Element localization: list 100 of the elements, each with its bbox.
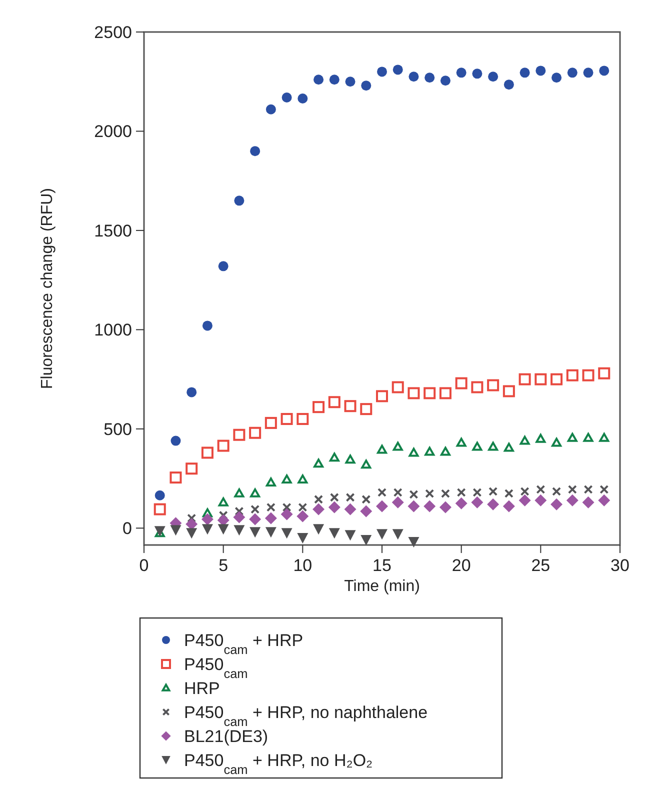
point xyxy=(281,528,292,539)
point xyxy=(377,444,387,454)
point xyxy=(408,448,419,457)
point xyxy=(361,460,372,469)
point xyxy=(536,484,546,494)
point xyxy=(346,492,355,502)
point xyxy=(502,385,515,398)
point xyxy=(201,446,214,459)
point xyxy=(568,484,577,494)
point xyxy=(600,484,609,494)
point xyxy=(217,440,230,452)
point xyxy=(567,68,578,78)
y-tick-label: 2000 xyxy=(94,122,132,142)
point xyxy=(439,387,452,400)
point xyxy=(170,525,182,536)
point xyxy=(218,497,228,506)
point xyxy=(536,66,546,76)
x-tick-label: 30 xyxy=(610,556,630,575)
point xyxy=(504,80,514,90)
point xyxy=(520,486,530,496)
point xyxy=(424,446,435,456)
x-tick-label: 25 xyxy=(531,556,550,575)
point xyxy=(392,496,404,508)
point xyxy=(314,458,324,468)
point xyxy=(599,432,610,442)
point xyxy=(488,72,498,82)
point xyxy=(345,454,356,464)
point xyxy=(314,74,324,85)
point xyxy=(456,488,466,497)
point xyxy=(567,432,578,442)
point xyxy=(360,403,372,416)
point xyxy=(186,387,197,398)
point xyxy=(552,72,562,83)
point xyxy=(598,367,610,380)
x-tick-label: 20 xyxy=(452,556,471,575)
point xyxy=(488,442,498,451)
y-tick-label: 1500 xyxy=(94,221,132,240)
point xyxy=(282,92,292,102)
point xyxy=(250,146,260,156)
point xyxy=(264,512,277,524)
point xyxy=(312,401,325,414)
point xyxy=(599,66,610,76)
point xyxy=(298,474,308,484)
point xyxy=(250,504,260,514)
point xyxy=(249,513,262,526)
point xyxy=(424,387,436,400)
point xyxy=(362,494,371,504)
y-tick-label: 2500 xyxy=(94,22,132,42)
point xyxy=(392,442,403,451)
x-tick-label: 5 xyxy=(218,556,228,575)
point xyxy=(424,500,436,512)
point xyxy=(312,503,325,516)
point xyxy=(186,528,198,539)
point xyxy=(298,93,308,104)
point xyxy=(376,500,388,512)
point xyxy=(408,72,419,82)
point xyxy=(408,537,420,548)
y-axis-title: Fluorescence change (RFU) xyxy=(39,188,56,389)
legend-label: P450$_{cam}$ + HRP xyxy=(184,630,304,656)
point xyxy=(328,396,340,408)
point xyxy=(187,514,196,523)
point xyxy=(456,438,466,447)
point xyxy=(234,525,245,536)
point xyxy=(425,489,434,498)
point xyxy=(552,486,562,496)
point xyxy=(536,434,546,443)
legend-label: BL21(DE3) xyxy=(184,726,268,746)
point xyxy=(360,535,372,546)
point xyxy=(439,501,452,514)
point xyxy=(455,377,468,390)
point xyxy=(249,426,262,439)
legend-label: P450$_{cam}$ + HRP, no H₂O₂ xyxy=(184,750,373,776)
point xyxy=(520,68,530,78)
point xyxy=(408,500,420,512)
point xyxy=(393,488,402,497)
point xyxy=(330,492,339,502)
point xyxy=(583,432,594,442)
y-tick-label: 1000 xyxy=(94,320,132,340)
point xyxy=(392,529,404,540)
point xyxy=(582,496,594,508)
point xyxy=(202,524,213,535)
point xyxy=(440,446,450,456)
point xyxy=(550,373,563,386)
point xyxy=(202,508,212,518)
point xyxy=(344,400,356,412)
point xyxy=(598,494,610,506)
point xyxy=(329,452,340,462)
point xyxy=(314,494,324,504)
point xyxy=(218,524,229,535)
point xyxy=(456,68,466,78)
point xyxy=(583,68,594,78)
x-tick-label: 10 xyxy=(293,556,312,575)
point xyxy=(296,412,309,425)
point xyxy=(376,390,388,402)
point xyxy=(266,104,276,114)
point xyxy=(566,494,578,506)
point xyxy=(584,484,593,494)
point xyxy=(520,436,530,445)
point xyxy=(504,442,514,452)
point xyxy=(202,320,212,331)
